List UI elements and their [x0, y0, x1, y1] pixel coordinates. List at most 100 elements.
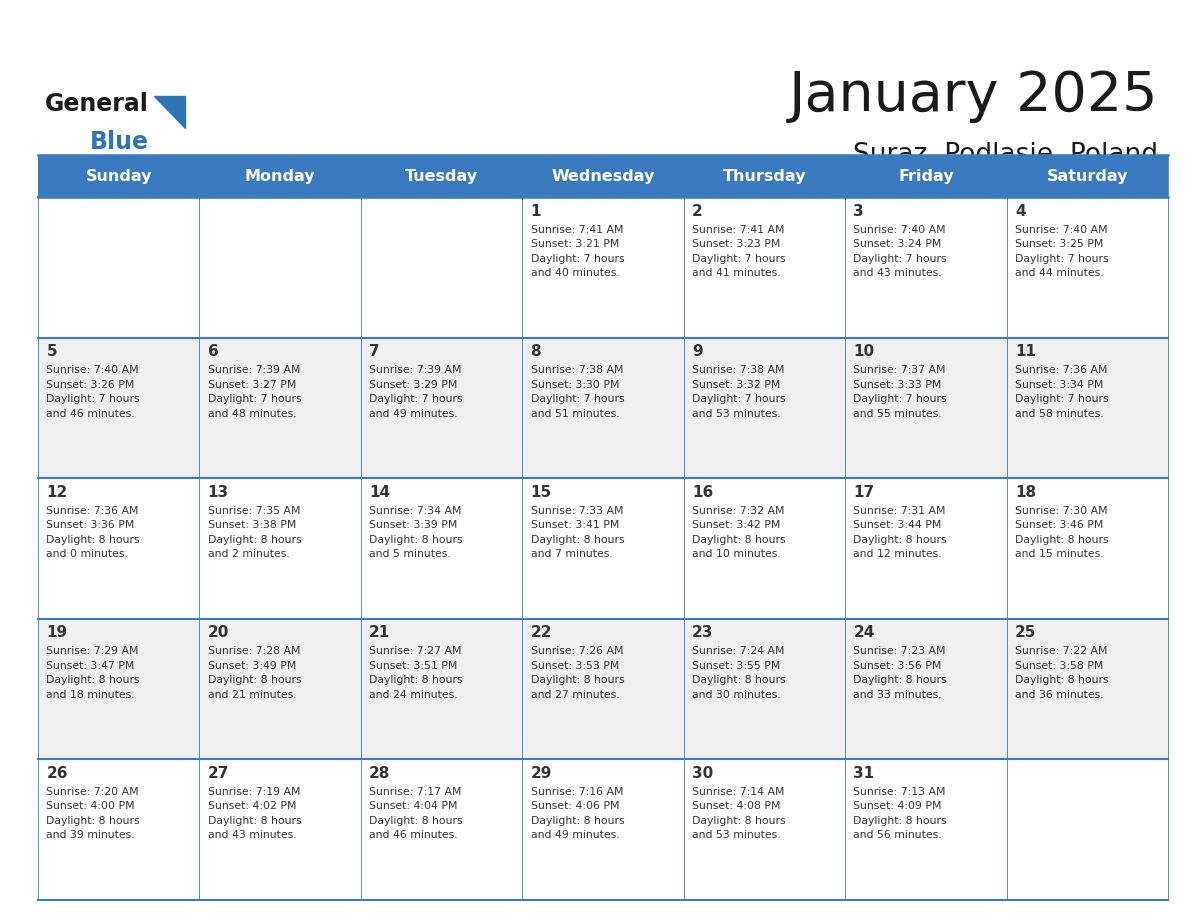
Bar	[523, 155, 684, 197]
Text: Sunrise: 7:36 AM
Sunset: 3:36 PM
Daylight: 8 hours
and 0 minutes.: Sunrise: 7:36 AM Sunset: 3:36 PM Dayligh…	[46, 506, 140, 559]
Bar	[1006, 478, 1168, 619]
Text: 23: 23	[693, 625, 714, 641]
Text: Sunrise: 7:26 AM
Sunset: 3:53 PM
Daylight: 8 hours
and 27 minutes.: Sunrise: 7:26 AM Sunset: 3:53 PM Dayligh…	[531, 646, 624, 700]
Bar	[523, 338, 684, 478]
Text: Sunrise: 7:19 AM
Sunset: 4:02 PM
Daylight: 8 hours
and 43 minutes.: Sunrise: 7:19 AM Sunset: 4:02 PM Dayligh…	[208, 787, 302, 840]
Bar	[523, 619, 684, 759]
Bar	[38, 155, 200, 197]
Bar	[200, 478, 361, 619]
Text: 7: 7	[369, 344, 380, 359]
Text: 22: 22	[531, 625, 552, 641]
Bar	[1006, 197, 1168, 338]
Text: Sunrise: 7:20 AM
Sunset: 4:00 PM
Daylight: 8 hours
and 39 minutes.: Sunrise: 7:20 AM Sunset: 4:00 PM Dayligh…	[46, 787, 140, 840]
Text: 16: 16	[693, 485, 713, 499]
Text: 18: 18	[1015, 485, 1036, 499]
Bar	[845, 338, 1006, 478]
Bar	[684, 478, 845, 619]
Bar	[845, 619, 1006, 759]
Bar	[1006, 619, 1168, 759]
Bar	[361, 478, 523, 619]
Text: Sunrise: 7:28 AM
Sunset: 3:49 PM
Daylight: 8 hours
and 21 minutes.: Sunrise: 7:28 AM Sunset: 3:49 PM Dayligh…	[208, 646, 302, 700]
Text: 5: 5	[46, 344, 57, 359]
Text: 1: 1	[531, 204, 541, 218]
Text: Sunrise: 7:22 AM
Sunset: 3:58 PM
Daylight: 8 hours
and 36 minutes.: Sunrise: 7:22 AM Sunset: 3:58 PM Dayligh…	[1015, 646, 1108, 700]
Text: Sunrise: 7:40 AM
Sunset: 3:25 PM
Daylight: 7 hours
and 44 minutes.: Sunrise: 7:40 AM Sunset: 3:25 PM Dayligh…	[1015, 225, 1108, 278]
Bar	[684, 619, 845, 759]
Bar	[38, 478, 200, 619]
Text: 19: 19	[46, 625, 68, 641]
Bar	[845, 478, 1006, 619]
Bar	[200, 197, 361, 338]
Bar	[523, 759, 684, 900]
Text: Sunrise: 7:17 AM
Sunset: 4:04 PM
Daylight: 8 hours
and 46 minutes.: Sunrise: 7:17 AM Sunset: 4:04 PM Dayligh…	[369, 787, 463, 840]
Text: 9: 9	[693, 344, 702, 359]
Text: Sunrise: 7:36 AM
Sunset: 3:34 PM
Daylight: 7 hours
and 58 minutes.: Sunrise: 7:36 AM Sunset: 3:34 PM Dayligh…	[1015, 365, 1108, 419]
Bar	[38, 619, 200, 759]
Bar	[200, 759, 361, 900]
Text: Wednesday: Wednesday	[551, 169, 655, 184]
Text: 15: 15	[531, 485, 551, 499]
Text: General: General	[45, 92, 148, 116]
Bar	[1006, 155, 1168, 197]
Text: 14: 14	[369, 485, 391, 499]
Text: 10: 10	[853, 344, 874, 359]
Text: Sunrise: 7:37 AM
Sunset: 3:33 PM
Daylight: 7 hours
and 55 minutes.: Sunrise: 7:37 AM Sunset: 3:33 PM Dayligh…	[853, 365, 947, 419]
Text: 25: 25	[1015, 625, 1036, 641]
Bar	[684, 155, 845, 197]
Bar	[361, 338, 523, 478]
Bar	[845, 155, 1006, 197]
Text: Sunrise: 7:29 AM
Sunset: 3:47 PM
Daylight: 8 hours
and 18 minutes.: Sunrise: 7:29 AM Sunset: 3:47 PM Dayligh…	[46, 646, 140, 700]
Text: January 2025: January 2025	[789, 69, 1158, 123]
Bar	[523, 197, 684, 338]
Text: Sunrise: 7:39 AM
Sunset: 3:27 PM
Daylight: 7 hours
and 48 minutes.: Sunrise: 7:39 AM Sunset: 3:27 PM Dayligh…	[208, 365, 302, 419]
Text: 3: 3	[853, 204, 864, 218]
Text: Sunrise: 7:41 AM
Sunset: 3:23 PM
Daylight: 7 hours
and 41 minutes.: Sunrise: 7:41 AM Sunset: 3:23 PM Dayligh…	[693, 225, 785, 278]
Bar	[684, 197, 845, 338]
Bar	[845, 197, 1006, 338]
Text: Sunrise: 7:23 AM
Sunset: 3:56 PM
Daylight: 8 hours
and 33 minutes.: Sunrise: 7:23 AM Sunset: 3:56 PM Dayligh…	[853, 646, 947, 700]
Bar	[361, 759, 523, 900]
Text: Sunrise: 7:38 AM
Sunset: 3:30 PM
Daylight: 7 hours
and 51 minutes.: Sunrise: 7:38 AM Sunset: 3:30 PM Dayligh…	[531, 365, 624, 419]
Text: 26: 26	[46, 766, 68, 781]
Text: Sunrise: 7:24 AM
Sunset: 3:55 PM
Daylight: 8 hours
and 30 minutes.: Sunrise: 7:24 AM Sunset: 3:55 PM Dayligh…	[693, 646, 785, 700]
Text: Blue: Blue	[90, 130, 150, 154]
Text: Sunrise: 7:31 AM
Sunset: 3:44 PM
Daylight: 8 hours
and 12 minutes.: Sunrise: 7:31 AM Sunset: 3:44 PM Dayligh…	[853, 506, 947, 559]
Bar	[200, 155, 361, 197]
Text: 29: 29	[531, 766, 552, 781]
Text: 2: 2	[693, 204, 703, 218]
Text: Sunrise: 7:40 AM
Sunset: 3:26 PM
Daylight: 7 hours
and 46 minutes.: Sunrise: 7:40 AM Sunset: 3:26 PM Dayligh…	[46, 365, 140, 419]
Text: Monday: Monday	[245, 169, 316, 184]
Text: 24: 24	[853, 625, 874, 641]
Text: Sunrise: 7:13 AM
Sunset: 4:09 PM
Daylight: 8 hours
and 56 minutes.: Sunrise: 7:13 AM Sunset: 4:09 PM Dayligh…	[853, 787, 947, 840]
Bar	[1006, 759, 1168, 900]
Text: 11: 11	[1015, 344, 1036, 359]
Text: Sunrise: 7:30 AM
Sunset: 3:46 PM
Daylight: 8 hours
and 15 minutes.: Sunrise: 7:30 AM Sunset: 3:46 PM Dayligh…	[1015, 506, 1108, 559]
Text: Sunrise: 7:40 AM
Sunset: 3:24 PM
Daylight: 7 hours
and 43 minutes.: Sunrise: 7:40 AM Sunset: 3:24 PM Dayligh…	[853, 225, 947, 278]
Text: Thursday: Thursday	[722, 169, 807, 184]
Text: Sunrise: 7:34 AM
Sunset: 3:39 PM
Daylight: 8 hours
and 5 minutes.: Sunrise: 7:34 AM Sunset: 3:39 PM Dayligh…	[369, 506, 463, 559]
Bar	[361, 197, 523, 338]
Text: 20: 20	[208, 625, 229, 641]
Bar	[200, 338, 361, 478]
Text: 4: 4	[1015, 204, 1025, 218]
Text: Sunday: Sunday	[86, 169, 152, 184]
Text: 27: 27	[208, 766, 229, 781]
Text: Friday: Friday	[898, 169, 954, 184]
Text: 28: 28	[369, 766, 391, 781]
Bar	[845, 759, 1006, 900]
Text: Sunrise: 7:38 AM
Sunset: 3:32 PM
Daylight: 7 hours
and 53 minutes.: Sunrise: 7:38 AM Sunset: 3:32 PM Dayligh…	[693, 365, 785, 419]
Text: Sunrise: 7:14 AM
Sunset: 4:08 PM
Daylight: 8 hours
and 53 minutes.: Sunrise: 7:14 AM Sunset: 4:08 PM Dayligh…	[693, 787, 785, 840]
Bar	[200, 619, 361, 759]
Text: Tuesday: Tuesday	[405, 169, 478, 184]
Text: Sunrise: 7:32 AM
Sunset: 3:42 PM
Daylight: 8 hours
and 10 minutes.: Sunrise: 7:32 AM Sunset: 3:42 PM Dayligh…	[693, 506, 785, 559]
Text: 31: 31	[853, 766, 874, 781]
Text: 30: 30	[693, 766, 713, 781]
Text: Sunrise: 7:27 AM
Sunset: 3:51 PM
Daylight: 8 hours
and 24 minutes.: Sunrise: 7:27 AM Sunset: 3:51 PM Dayligh…	[369, 646, 463, 700]
Bar	[38, 759, 200, 900]
Text: 12: 12	[46, 485, 68, 499]
Text: Sunrise: 7:16 AM
Sunset: 4:06 PM
Daylight: 8 hours
and 49 minutes.: Sunrise: 7:16 AM Sunset: 4:06 PM Dayligh…	[531, 787, 624, 840]
Text: Saturday: Saturday	[1047, 169, 1129, 184]
Text: Sunrise: 7:39 AM
Sunset: 3:29 PM
Daylight: 7 hours
and 49 minutes.: Sunrise: 7:39 AM Sunset: 3:29 PM Dayligh…	[369, 365, 463, 419]
Text: Suraz, Podlasie, Poland: Suraz, Podlasie, Poland	[853, 142, 1158, 168]
Text: Sunrise: 7:33 AM
Sunset: 3:41 PM
Daylight: 8 hours
and 7 minutes.: Sunrise: 7:33 AM Sunset: 3:41 PM Dayligh…	[531, 506, 624, 559]
